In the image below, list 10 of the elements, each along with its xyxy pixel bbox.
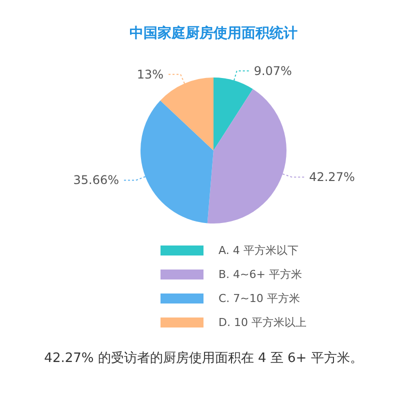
chart-title: 中国家庭厨房使用面积统计 [130, 24, 298, 42]
data-label: 9.07% [254, 64, 292, 78]
legend-label: D. 10 平方米以上 [218, 316, 306, 329]
legend-label: B. 4~6+ 平方米 [218, 268, 302, 281]
data-label: 42.27% [309, 170, 355, 184]
legend-label: C. 7~10 平方米 [218, 292, 300, 305]
data-label: 13% [136, 67, 164, 82]
data-label: 35.66% [73, 173, 120, 188]
legend-label: A. 4 平方米以下 [218, 244, 298, 257]
text: 42.27% 的受访者的厨房使用面积在 4 至 6+ 平方米。 [44, 350, 363, 366]
